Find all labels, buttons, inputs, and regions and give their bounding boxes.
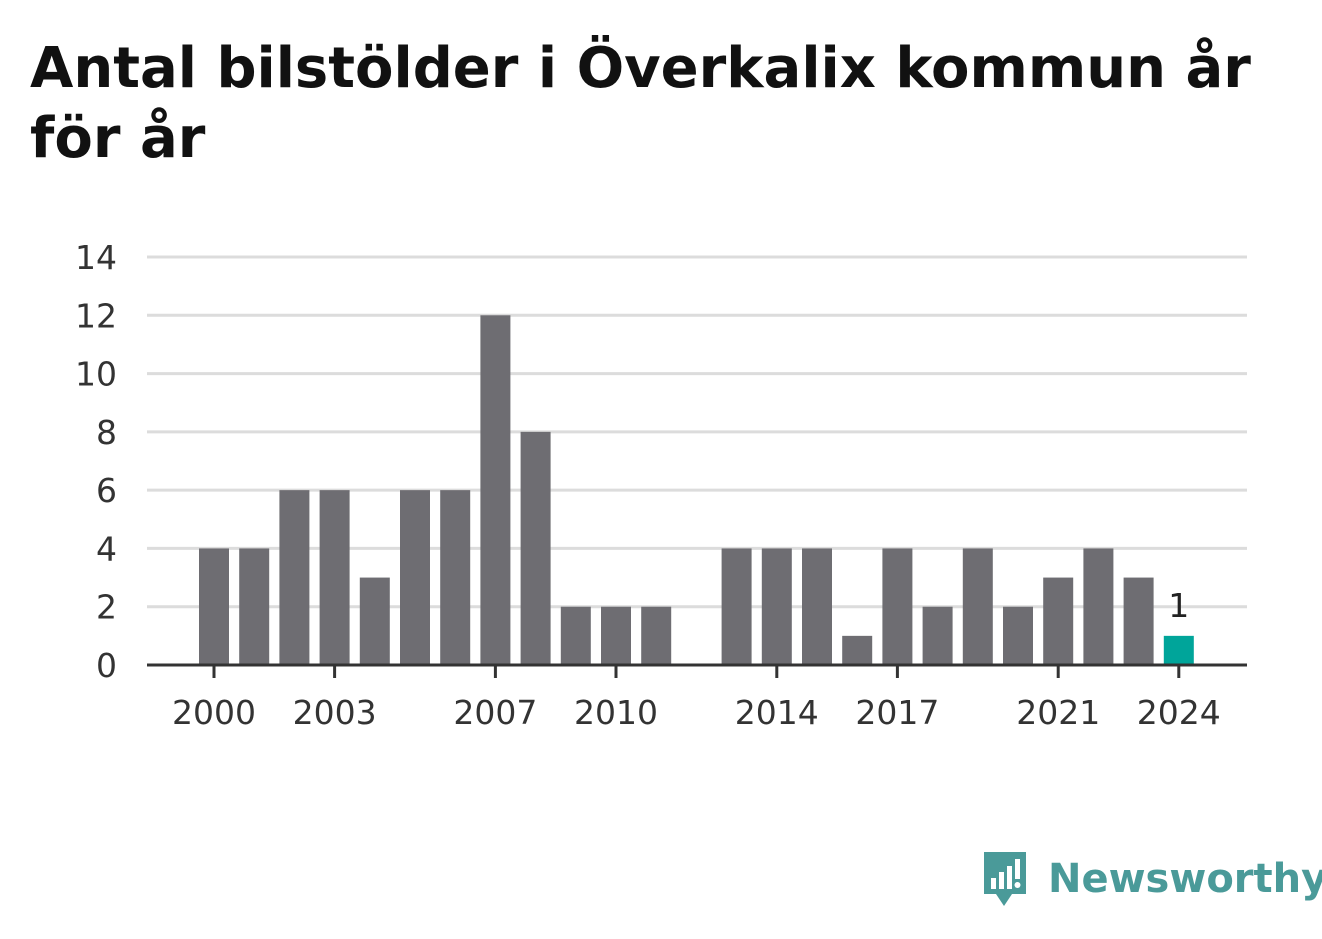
bar bbox=[480, 315, 511, 665]
x-tick-label: 2021 bbox=[1016, 693, 1100, 732]
x-tick-label: 2003 bbox=[293, 693, 377, 732]
bar bbox=[560, 606, 591, 665]
y-tick-label: 0 bbox=[96, 646, 117, 685]
bar bbox=[1123, 577, 1154, 665]
bar bbox=[761, 548, 792, 665]
bar bbox=[1163, 635, 1194, 665]
newsworthy-logo-icon bbox=[984, 852, 1026, 906]
y-tick-label: 6 bbox=[96, 471, 117, 510]
y-tick-label: 14 bbox=[75, 238, 117, 277]
bar bbox=[882, 548, 913, 665]
y-tick-label: 2 bbox=[96, 588, 117, 627]
y-tick-label: 4 bbox=[96, 529, 117, 568]
bar bbox=[199, 548, 229, 665]
bar bbox=[359, 577, 390, 665]
bar bbox=[922, 606, 953, 665]
y-tick-label: 12 bbox=[75, 296, 117, 335]
bars bbox=[199, 315, 1194, 665]
x-tick-label: 2000 bbox=[172, 693, 256, 732]
brand-logo: Newsworthy bbox=[980, 848, 1322, 910]
x-axis-ticks: 2000 2003 2007 2010 2014 2017 2021 2024 bbox=[172, 665, 1221, 732]
bar bbox=[319, 490, 350, 665]
x-tick-label: 2010 bbox=[574, 693, 658, 732]
y-axis-labels: 0 2 4 6 8 10 12 14 bbox=[75, 238, 117, 685]
bar bbox=[1043, 577, 1074, 665]
bar bbox=[641, 606, 672, 665]
bar bbox=[1083, 548, 1114, 665]
bar bbox=[962, 548, 993, 665]
data-label-2024: 1 bbox=[1168, 586, 1189, 625]
bar bbox=[440, 490, 471, 665]
bar bbox=[601, 606, 631, 665]
y-tick-label: 8 bbox=[96, 413, 117, 452]
chart-title: Antal bilstölder i Överkalix kommun år f… bbox=[30, 36, 1251, 171]
bar bbox=[842, 635, 873, 665]
bar bbox=[400, 490, 430, 665]
gridlines bbox=[147, 255, 1247, 609]
x-tick-label: 2017 bbox=[855, 693, 939, 732]
bar bbox=[279, 490, 310, 665]
y-tick-label: 10 bbox=[75, 355, 117, 394]
bar bbox=[239, 548, 270, 665]
bar bbox=[802, 548, 832, 665]
brand-name: Newsworthy bbox=[1048, 856, 1322, 902]
bar bbox=[1003, 606, 1033, 665]
bar bbox=[520, 431, 551, 665]
x-tick-label: 2014 bbox=[735, 693, 819, 732]
x-tick-label: 2024 bbox=[1137, 693, 1221, 732]
bar bbox=[721, 548, 752, 665]
data-labels: 1 bbox=[1168, 586, 1189, 625]
x-tick-label: 2007 bbox=[453, 693, 537, 732]
